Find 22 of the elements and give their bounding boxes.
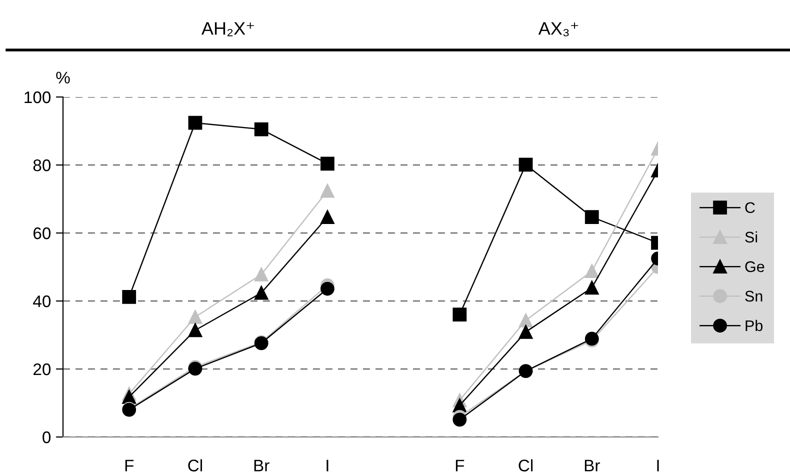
x-tick-label: I [326, 460, 328, 472]
x-tick-label: I [657, 460, 659, 472]
x-tick-label: Cl [518, 459, 533, 472]
y-tick-label: 80 [33, 159, 51, 172]
legend-label: Ge [745, 261, 764, 272]
x-tick-label: Br [254, 460, 270, 472]
legend-label: Pb [746, 320, 763, 332]
text: AX₃⁺ [538, 22, 578, 36]
y-tick-label: 0 [42, 431, 51, 444]
text: AH₂X⁺ [201, 22, 254, 36]
legend-label: Si [745, 231, 758, 243]
y-tick-label: 100 [24, 91, 51, 104]
y-axis-title: % [56, 72, 70, 84]
legend-label: Sn [745, 290, 762, 302]
x-tick-label: Cl [188, 459, 202, 472]
y-tick-label: 60 [34, 227, 51, 240]
y-tick-label: 40 [33, 295, 51, 308]
legend-label: C [745, 202, 755, 214]
x-tick-label: F [125, 460, 134, 472]
y-tick-label: 20 [33, 363, 51, 376]
x-tick-label: Br [584, 460, 600, 472]
x-tick-label: F [456, 460, 464, 472]
